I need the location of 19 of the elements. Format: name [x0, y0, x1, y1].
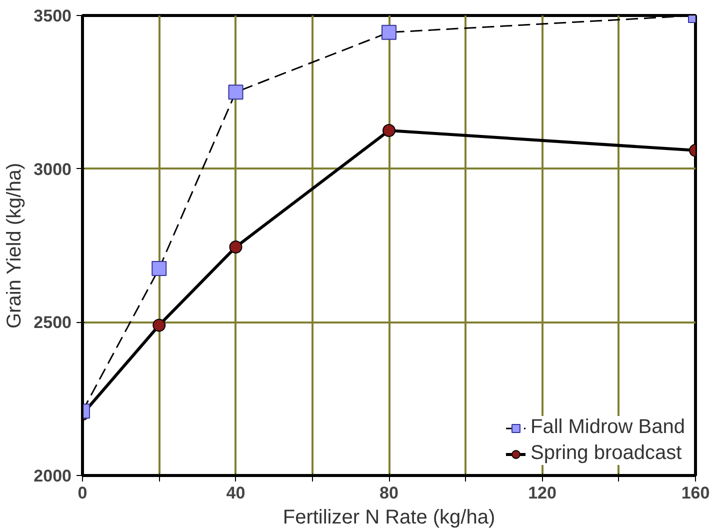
x-tick-label: 120	[528, 484, 556, 502]
point	[382, 24, 396, 40]
x-tick-label: 80	[380, 484, 398, 502]
point	[152, 318, 166, 332]
legend-label: Spring broadcast	[530, 442, 682, 465]
x-axis-title: Fertilizer N Rate (kg/ha)	[282, 506, 496, 528]
y-axis-title: Grain Yield (kg/ha)	[4, 162, 26, 328]
point	[228, 84, 244, 100]
x-tick-label: 40	[226, 484, 246, 502]
y-tick-label: 3500	[34, 6, 72, 26]
point	[152, 261, 167, 276]
legend-label: Fall Midrow Band	[530, 416, 685, 439]
point	[229, 240, 242, 254]
point	[382, 124, 396, 137]
x-tick-label: 0	[78, 484, 88, 502]
y-tick-label: 3000	[34, 160, 72, 179]
y-tick-label: 2500	[34, 313, 72, 332]
y-tick-label: 2000	[34, 466, 72, 486]
x-tick-label: 160	[681, 484, 710, 502]
